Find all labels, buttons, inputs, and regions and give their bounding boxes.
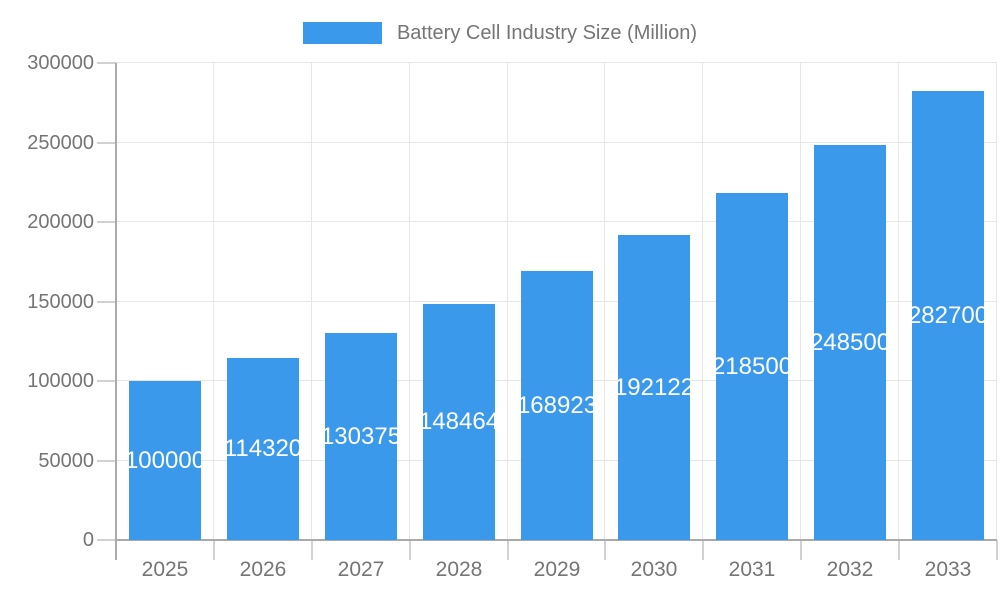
bar-value-label: 218500: [716, 352, 788, 380]
y-axis-tick: [97, 539, 116, 541]
x-axis-label-2025: 2025: [141, 558, 189, 581]
legend-series-label[interactable]: Battery Cell Industry Size (Million): [396, 21, 698, 44]
bar-value-label: 114320: [227, 435, 299, 462]
bar-2029[interactable]: 168923: [521, 271, 593, 540]
x-axis-label-2032: 2032: [826, 558, 874, 581]
v-gridline: [898, 63, 899, 540]
x-axis-tick: [702, 540, 704, 560]
y-axis-tick-label: 50000: [38, 450, 94, 472]
v-gridline: [800, 63, 801, 540]
y-axis-tick: [97, 62, 116, 64]
x-axis-label-2031: 2031: [728, 558, 776, 581]
bar-value-label: 168923: [521, 391, 593, 419]
y-axis-tick-label: 200000: [27, 211, 94, 233]
bar-value-label: 192122: [618, 373, 690, 401]
y-axis-tick: [97, 460, 116, 462]
y-axis-tick-label: 300000: [27, 52, 94, 74]
bar-value-label: 100000: [129, 446, 201, 474]
h-gridline: [116, 221, 997, 222]
bar-2028[interactable]: 148464: [423, 304, 495, 540]
v-gridline: [311, 63, 312, 540]
x-axis-label-2026: 2026: [239, 558, 287, 581]
x-axis-label-2033: 2033: [924, 558, 972, 581]
y-axis-tick: [97, 380, 116, 382]
x-axis-label-2030: 2030: [630, 558, 678, 581]
bar-2026[interactable]: 114320: [227, 358, 299, 540]
bar-value-label: 248500: [814, 328, 886, 356]
y-axis-tick-label: 0: [82, 529, 94, 551]
v-gridline: [996, 63, 997, 540]
x-axis-tick: [311, 540, 313, 560]
x-axis-tick: [898, 540, 900, 560]
bar-2027[interactable]: 130375: [325, 333, 397, 540]
y-axis-tick-label: 250000: [27, 132, 94, 154]
bar-2033[interactable]: 282700: [912, 91, 984, 540]
x-axis-tick: [800, 540, 802, 560]
v-gridline: [213, 63, 214, 540]
h-gridline: [116, 142, 997, 143]
x-axis-label-2027: 2027: [337, 558, 385, 581]
bar-2032[interactable]: 248500: [814, 145, 886, 540]
v-gridline: [409, 63, 410, 540]
legend-swatch-icon[interactable]: [302, 22, 382, 44]
chart-legend: Battery Cell Industry Size (Million): [0, 20, 1000, 46]
x-axis-tick: [213, 540, 215, 560]
bar-value-label: 282700: [912, 301, 984, 329]
y-axis-line: [115, 63, 117, 560]
bar-2025[interactable]: 100000: [129, 381, 201, 540]
h-gridline: [116, 62, 997, 63]
x-axis-label-2029: 2029: [533, 558, 581, 581]
x-axis-line: [116, 539, 997, 541]
y-axis-tick-label: 150000: [27, 291, 94, 313]
x-axis-tick: [409, 540, 411, 560]
v-gridline: [507, 63, 508, 540]
x-axis-tick: [507, 540, 509, 560]
y-axis-tick-label: 100000: [27, 370, 94, 392]
y-axis-tick: [97, 142, 116, 144]
bar-value-label: 130375: [325, 422, 397, 450]
v-gridline: [604, 63, 605, 540]
bar-2031[interactable]: 218500: [716, 193, 788, 540]
y-axis-tick: [97, 221, 116, 223]
bar-2030[interactable]: 192122: [618, 235, 690, 540]
x-axis-tick: [996, 540, 998, 560]
v-gridline: [702, 63, 703, 540]
y-axis-tick: [97, 301, 116, 303]
x-axis-label-2028: 2028: [435, 558, 483, 581]
bar-value-label: 148464: [423, 408, 495, 435]
x-axis-tick: [604, 540, 606, 560]
